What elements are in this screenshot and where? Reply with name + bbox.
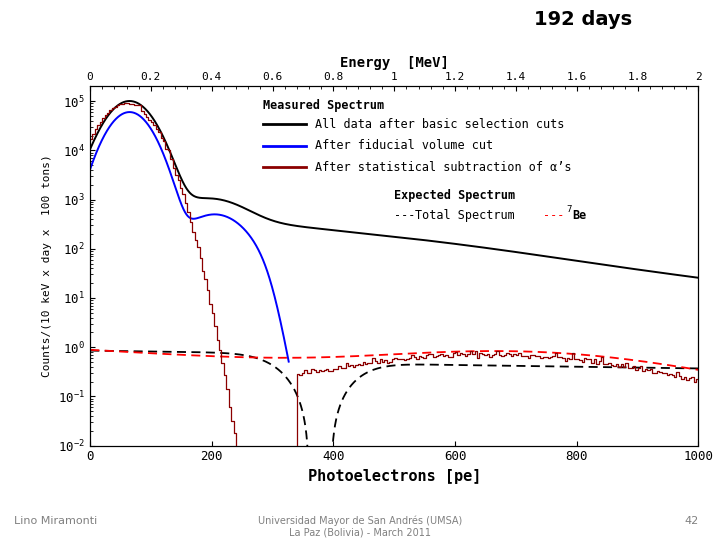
X-axis label: Photoelectrons [pe]: Photoelectrons [pe] (307, 469, 481, 484)
Text: Be: Be (572, 209, 587, 222)
Text: Universidad Mayor de San Andrés (UMSA)
La Paz (Bolivia) - March 2011: Universidad Mayor de San Andrés (UMSA) L… (258, 515, 462, 537)
Text: 7: 7 (567, 205, 572, 214)
Text: All data after basic selection cuts: All data after basic selection cuts (315, 118, 564, 131)
Y-axis label: Counts/(10 keV x day x  100 tons): Counts/(10 keV x day x 100 tons) (42, 154, 53, 377)
Text: Lino Miramonti: Lino Miramonti (14, 516, 98, 526)
Text: 192 days: 192 days (534, 10, 632, 29)
Text: Data: α/β Stat. Subtraction: Data: α/β Stat. Subtraction (14, 9, 287, 26)
X-axis label: Energy  [MeV]: Energy [MeV] (340, 56, 449, 70)
Text: ---: --- (544, 209, 564, 222)
Text: Measured Spectrum: Measured Spectrum (264, 99, 384, 112)
Text: 42: 42 (684, 516, 698, 526)
Text: ---: --- (395, 209, 415, 222)
Text: Expected Spectrum: Expected Spectrum (395, 189, 516, 202)
Text: Total Spectrum: Total Spectrum (415, 209, 516, 222)
Text: After fiducial volume cut: After fiducial volume cut (315, 139, 493, 152)
Text: After statistical subtraction of α’s: After statistical subtraction of α’s (315, 161, 572, 174)
